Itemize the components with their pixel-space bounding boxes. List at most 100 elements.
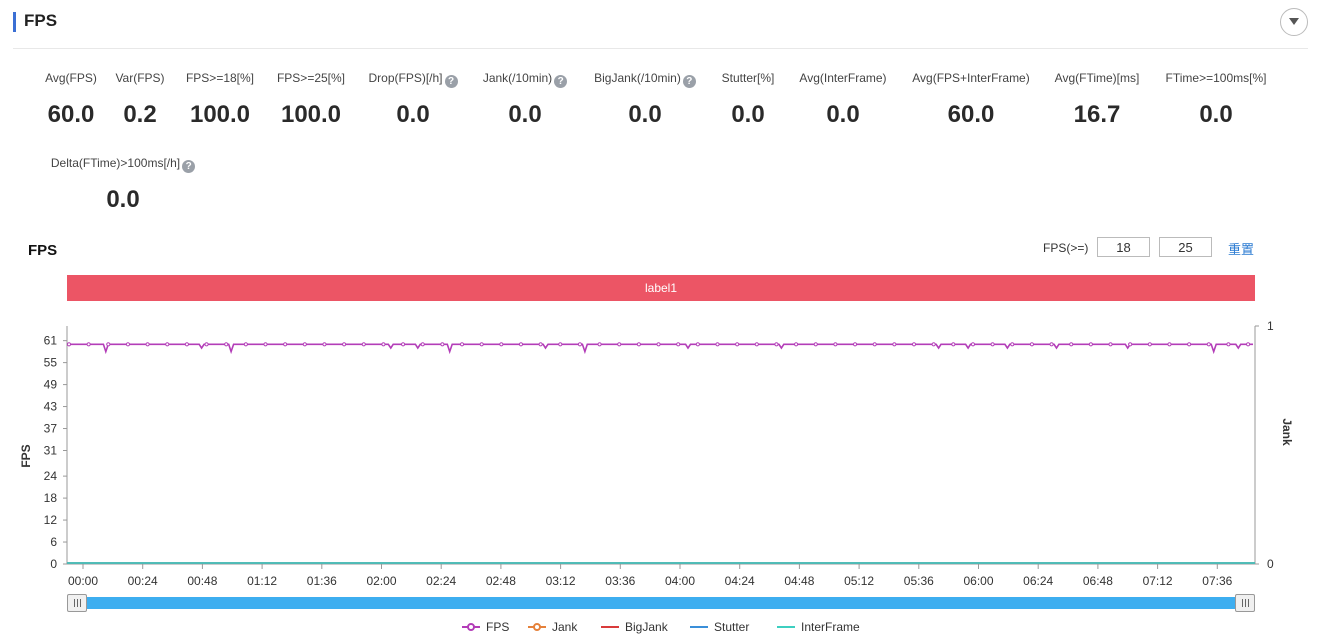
help-icon[interactable]: ? <box>182 160 196 173</box>
fps-point <box>774 342 779 347</box>
metric-label-text: Avg(InterFrame) <box>799 71 887 85</box>
fps-point <box>1245 342 1251 347</box>
metric-1: Var(FPS) 0.2 <box>50 70 230 129</box>
fps-point <box>970 342 976 347</box>
section-title: FPS <box>24 11 58 30</box>
y-tick-label: 12 <box>44 513 58 527</box>
legend-item-bigjank[interactable]: BigJank <box>601 619 668 635</box>
x-tick-label: 00:00 <box>68 574 98 588</box>
metric-label: FTime>=100ms[%] <box>1126 70 1306 86</box>
legend-item-jank[interactable]: Jank <box>528 619 577 635</box>
x-tick-label: 05:36 <box>904 574 934 588</box>
y2-tick-label: 0 <box>1267 557 1274 571</box>
metric-value: 60.0 <box>947 101 995 128</box>
fps-point <box>283 342 288 347</box>
zoom-slider-right-handle[interactable] <box>1235 594 1255 612</box>
metric-9: Avg(FPS+InterFrame) 60.0 <box>881 70 1061 129</box>
metric-label-text: BigJank(/10min) <box>594 71 681 85</box>
fps-point <box>735 342 740 347</box>
metric-label-text: FTime>=100ms[%] <box>1165 71 1267 85</box>
metric-12: Delta(FTime)>100ms[/h]? 0.0 <box>33 155 213 214</box>
metric-value: 60.0 <box>47 101 95 128</box>
reset-link[interactable]: 重置 <box>1228 242 1255 257</box>
y-tick-label: 6 <box>50 535 57 549</box>
fps-point <box>145 342 150 347</box>
fps-point <box>597 342 602 347</box>
fps-point <box>86 342 91 347</box>
fps-point <box>636 342 641 347</box>
fps-point <box>872 342 877 347</box>
metric-3: FPS>=25[%] 100.0 <box>221 70 401 129</box>
metric-value: 0.2 <box>123 101 157 128</box>
chevron-down-icon <box>1289 18 1299 25</box>
metric-label: BigJank(/10min)? <box>555 70 735 88</box>
fps-point <box>1069 342 1074 347</box>
y2-axis-title: Jank <box>1280 418 1294 446</box>
fps-point <box>165 342 170 347</box>
chart-legend: FPS Jank BigJank Stutter InterFrame <box>0 619 1317 637</box>
fps-point <box>577 342 583 347</box>
fps-point <box>518 342 524 347</box>
metric-value: 100.0 <box>280 101 342 128</box>
x-tick-label: 02:24 <box>426 574 456 588</box>
fps-chart[interactable]: 0 6 12 18 24 31 37 43 49 55 61 0 1 00:00 00:24 00:48 01:… <box>0 300 1317 590</box>
legend-swatch-icon <box>601 619 619 635</box>
fps-point <box>1128 342 1133 347</box>
zoom-slider[interactable] <box>67 594 1255 612</box>
legend-label: InterFrame <box>801 620 860 634</box>
metric-label-text: Delta(FTime)>100ms[/h] <box>50 156 181 170</box>
metric-value: 0.0 <box>396 101 430 128</box>
fps-point <box>263 342 268 347</box>
x-tick-label: 02:00 <box>366 574 396 588</box>
x-tick-label: 07:12 <box>1143 574 1173 588</box>
fps-point <box>911 342 917 347</box>
threshold-label: FPS(>=) <box>1043 241 1089 255</box>
help-icon[interactable]: ? <box>554 75 568 88</box>
fps-point <box>342 342 347 347</box>
metric-value: 0.0 <box>1199 101 1233 128</box>
collapse-button[interactable] <box>1280 8 1308 36</box>
zoom-slider-left-handle[interactable] <box>67 594 87 612</box>
help-icon[interactable]: ? <box>682 75 696 88</box>
fps-point <box>892 342 897 347</box>
x-tick-label: 06:00 <box>963 574 993 588</box>
legend-item-fps[interactable]: FPS <box>462 619 509 635</box>
fps-point <box>459 342 465 347</box>
fps-point <box>1167 342 1172 347</box>
fps-point <box>754 342 759 347</box>
metric-value: 0.0 <box>731 101 765 128</box>
y-tick-label: 0 <box>50 557 57 571</box>
metric-6: BigJank(/10min)? 0.0 <box>555 70 735 129</box>
metric-label-text: Avg(FPS) <box>45 71 97 85</box>
legend-item-stutter[interactable]: Stutter <box>690 619 749 635</box>
threshold-low-input[interactable] <box>1097 237 1150 257</box>
fps-point <box>1088 342 1093 347</box>
y-tick-label: 37 <box>44 422 58 436</box>
fps-point <box>440 342 445 347</box>
fps-point <box>106 342 111 347</box>
y-tick-label: 18 <box>44 491 58 505</box>
fps-point <box>794 342 799 347</box>
label-band[interactable]: label1 <box>67 275 1255 301</box>
metric-label: Var(FPS) <box>50 70 230 86</box>
fps-point <box>243 342 248 347</box>
threshold-high-input[interactable] <box>1159 237 1212 257</box>
fps-point <box>381 342 386 347</box>
fps-point <box>204 342 209 347</box>
zoom-slider-track[interactable] <box>67 597 1255 609</box>
fps-point <box>1226 342 1231 347</box>
y-tick-label: 55 <box>44 356 58 370</box>
help-icon[interactable]: ? <box>444 75 458 88</box>
x-tick-label: 01:36 <box>307 574 337 588</box>
metric-label-text: Avg(FPS+InterFrame) <box>912 71 1030 85</box>
metric-value: 0.0 <box>628 101 662 128</box>
y-axis-title: FPS <box>19 444 33 467</box>
fps-point <box>558 342 563 347</box>
fps-point <box>813 342 818 347</box>
fps-point <box>1029 342 1035 347</box>
fps-point <box>322 342 327 347</box>
fps-point <box>479 342 484 347</box>
fps-point <box>676 342 681 347</box>
x-tick-label: 06:48 <box>1083 574 1113 588</box>
legend-item-interframe[interactable]: InterFrame <box>777 619 860 635</box>
